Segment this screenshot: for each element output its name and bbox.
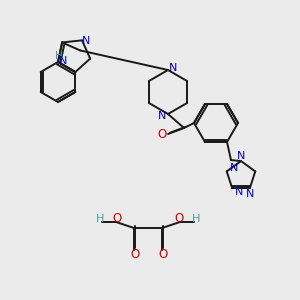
- Text: O: O: [158, 128, 166, 142]
- Text: N: N: [82, 36, 90, 46]
- Text: N: N: [169, 63, 177, 73]
- Text: N: N: [235, 187, 243, 197]
- Text: O: O: [158, 248, 168, 260]
- Text: N: N: [246, 189, 254, 199]
- Text: H: H: [96, 214, 104, 224]
- Text: N: N: [59, 56, 67, 66]
- Text: H: H: [55, 51, 63, 61]
- Text: H: H: [192, 214, 200, 224]
- Text: N: N: [158, 111, 166, 121]
- Text: N: N: [237, 151, 245, 161]
- Text: O: O: [174, 212, 184, 226]
- Text: O: O: [130, 248, 140, 260]
- Text: N: N: [230, 164, 238, 173]
- Text: O: O: [112, 212, 122, 226]
